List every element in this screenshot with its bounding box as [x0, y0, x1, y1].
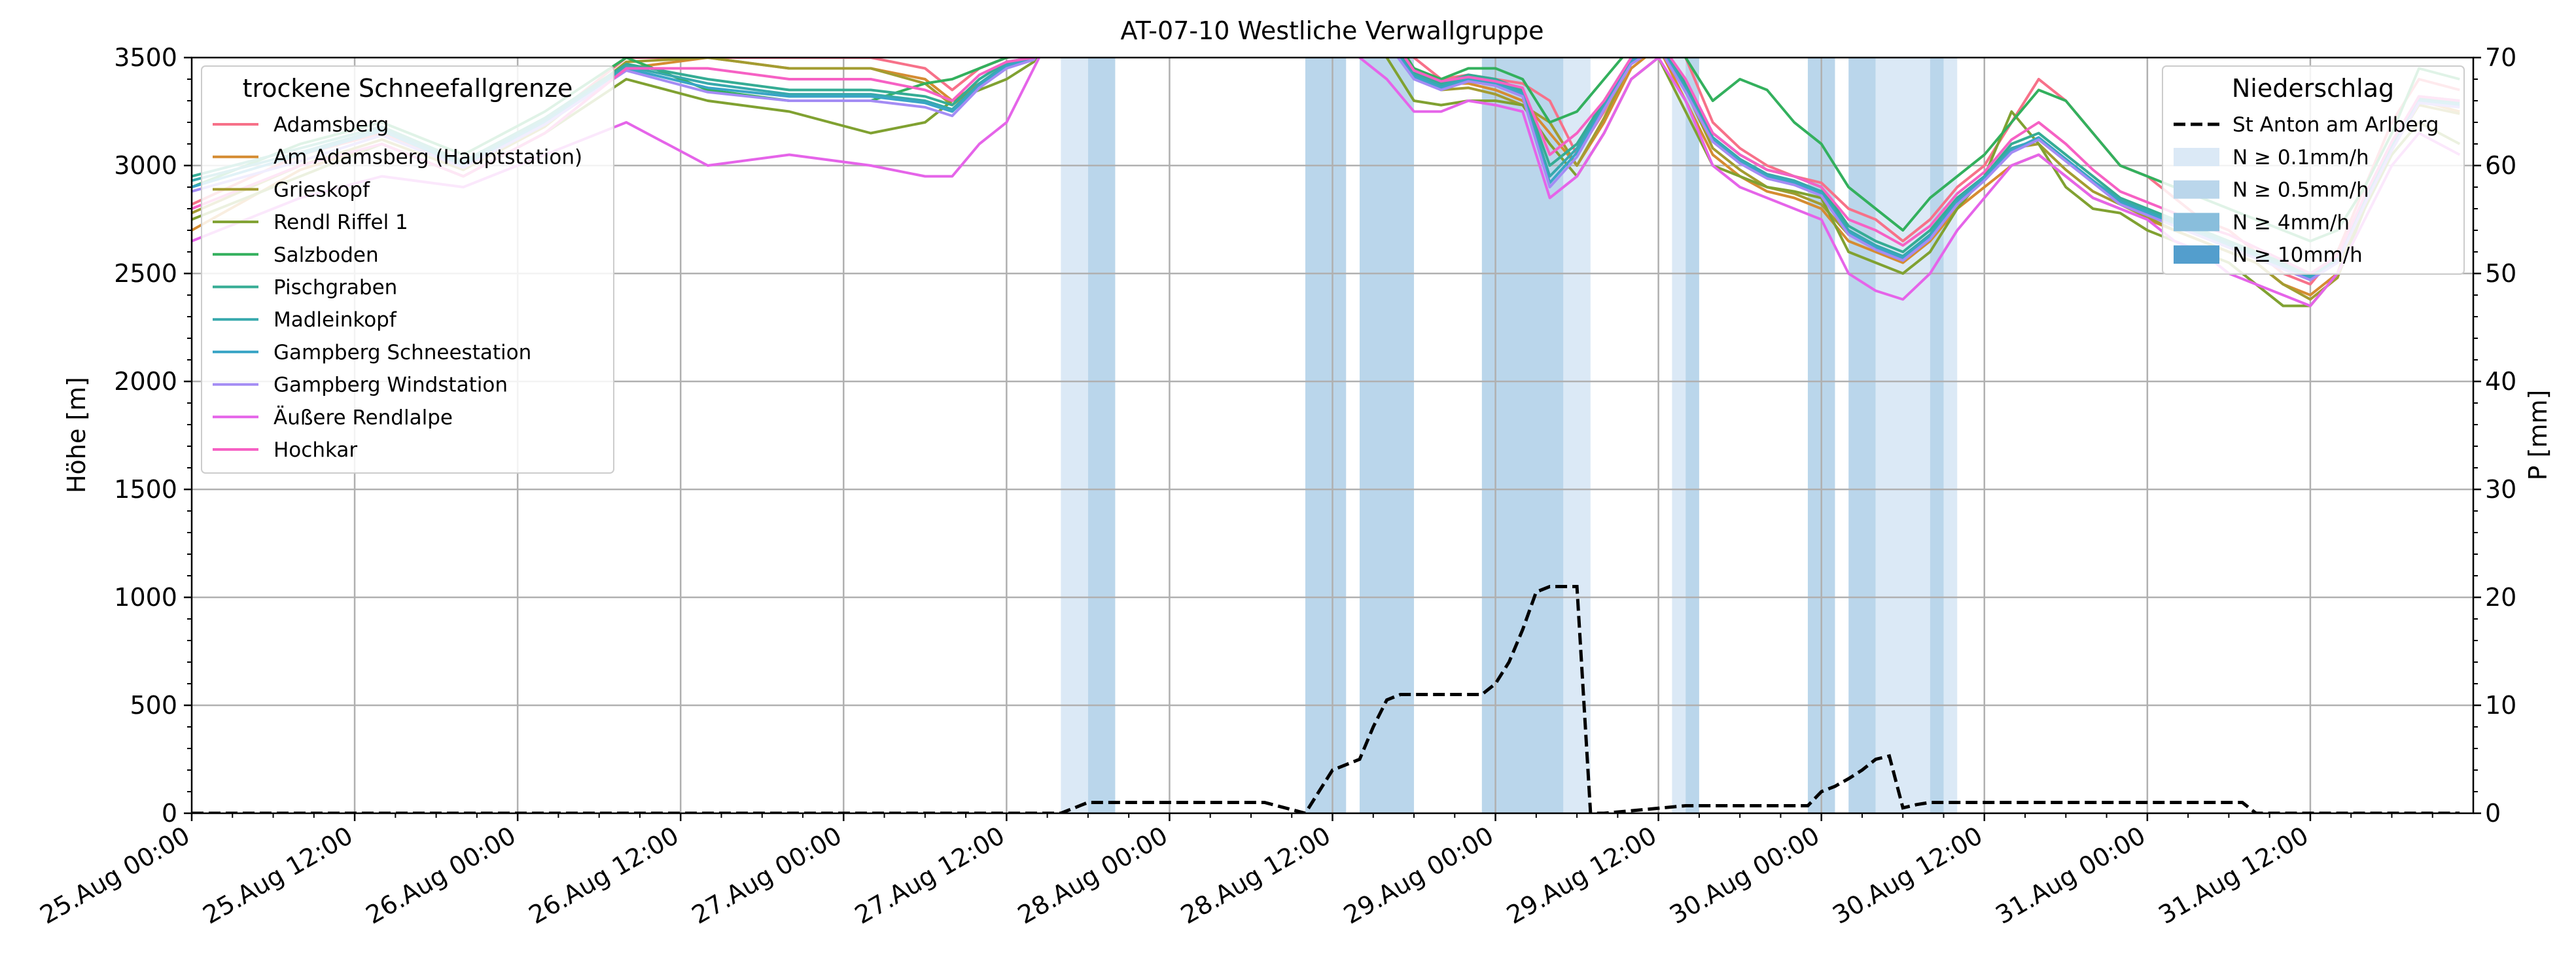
precip-band [1875, 58, 1930, 813]
precip-band [1087, 58, 1116, 813]
precip-band [1930, 58, 1944, 813]
y-tick-label: 500 [130, 691, 177, 720]
x-tick-label: 26.Aug 12:00 [524, 821, 684, 930]
legend-label: N ≥ 0.5mm/h [2232, 179, 2369, 202]
precip-line-st-anton [192, 585, 2460, 813]
legend-label: Grieskopf [273, 178, 370, 202]
y2-tick-label: 30 [2485, 475, 2516, 504]
y-tick-label: 2000 [114, 367, 177, 396]
y2-axis-label: P [mm] [2524, 390, 2552, 481]
legend-label: Rendl Riffel 1 [273, 211, 408, 234]
precip-band [1685, 58, 1699, 813]
precip-band [1360, 58, 1415, 813]
x-tick-label: 25.Aug 00:00 [35, 821, 195, 930]
y2-tick-label: 70 [2485, 43, 2516, 72]
x-tick-label: 31.Aug 00:00 [1990, 821, 2150, 930]
x-tick-label: 27.Aug 12:00 [850, 821, 1010, 930]
precip-band [1061, 58, 1088, 813]
legend-label: Salzboden [273, 243, 379, 267]
legend-label: N ≥ 4mm/h [2232, 211, 2350, 234]
legend-label: Gampberg Schneestation [273, 341, 531, 364]
legend-label: Äußere Rendlalpe [273, 406, 453, 429]
x-tick-label: 25.Aug 12:00 [198, 821, 358, 930]
y-axis-left: 0 500 1000 1500 2000 2500 3000 3500 [114, 43, 192, 828]
y-tick-label: 2500 [114, 259, 177, 288]
legend-label: Madleinkopf [273, 308, 397, 332]
precip-band [1943, 58, 1958, 813]
x-axis: 25.Aug 00:00 25.Aug 12:00 26.Aug 00:00 26.A… [35, 813, 2433, 930]
legend-label: St Anton am Arlberg [2232, 113, 2439, 137]
x-tick-label: 31.Aug 12:00 [2154, 821, 2314, 930]
y-tick-label: 3500 [114, 43, 177, 72]
y-axis-label: Höhe [m] [62, 377, 91, 493]
x-tick-label: 29.Aug 12:00 [1502, 821, 1661, 930]
precip-band [1481, 58, 1564, 813]
legend-band-swatch [2174, 148, 2219, 166]
x-tick-label: 26.Aug 00:00 [361, 821, 521, 930]
legend-label: N ≥ 10mm/h [2232, 243, 2363, 267]
legend-label: N ≥ 0.1mm/h [2232, 146, 2369, 169]
y2-tick-label: 10 [2485, 691, 2516, 720]
legend-precip-box [2162, 65, 2465, 275]
y2-tick-label: 60 [2485, 151, 2516, 180]
legend-band-swatch [2174, 245, 2219, 264]
legend-precip-title: Niederschlag [2232, 74, 2394, 103]
y-tick-label: 3000 [114, 151, 177, 180]
precip-band [1305, 58, 1347, 813]
precipitation-series-group [192, 585, 2460, 813]
legend-band-swatch [2174, 180, 2219, 199]
legend-snowline-title: trockene Schneefallgrenze [243, 74, 573, 103]
chart-title: AT-07-10 Westliche Verwallgruppe [1121, 16, 1544, 45]
x-tick-label: 28.Aug 00:00 [1013, 821, 1173, 930]
legend-label: Hochkar [273, 438, 357, 462]
y2-tick-label: 0 [2485, 799, 2501, 828]
y-axis-right: 0 10 20 30 40 50 60 70 [2473, 43, 2516, 828]
y-tick-label: 1500 [114, 475, 177, 504]
x-tick-label: 30.Aug 12:00 [1827, 821, 1987, 930]
legend-snowline: trockene Schneefallgrenze Adamsberg Am Ada… [201, 65, 614, 474]
y2-tick-label: 50 [2485, 259, 2516, 288]
x-tick-label: 28.Aug 12:00 [1176, 821, 1335, 930]
y-tick-label: 0 [162, 799, 177, 828]
precip-band [1848, 58, 1876, 813]
y-tick-label: 1000 [114, 583, 177, 612]
precipitation-bands [1061, 58, 1958, 813]
legend-label: Am Adamsberg (Hauptstation) [273, 146, 582, 169]
x-tick-label: 27.Aug 00:00 [687, 821, 847, 930]
legend-label: Adamsberg [273, 113, 389, 137]
legend-label: Pischgraben [273, 276, 397, 300]
x-tick-label: 30.Aug 00:00 [1665, 821, 1824, 930]
y2-tick-label: 40 [2485, 367, 2516, 396]
legend-label: Gampberg Windstation [273, 374, 508, 397]
legend-precipitation: Niederschlag St Anton am Arlberg N ≥ 0.1mm… [2162, 65, 2465, 275]
y2-tick-label: 20 [2485, 583, 2516, 612]
precip-band [1563, 58, 1591, 813]
legend-snowline-box [201, 65, 614, 474]
legend-band-swatch [2174, 213, 2219, 232]
x-tick-label: 29.Aug 00:00 [1339, 821, 1498, 930]
precip-band [1672, 58, 1686, 813]
